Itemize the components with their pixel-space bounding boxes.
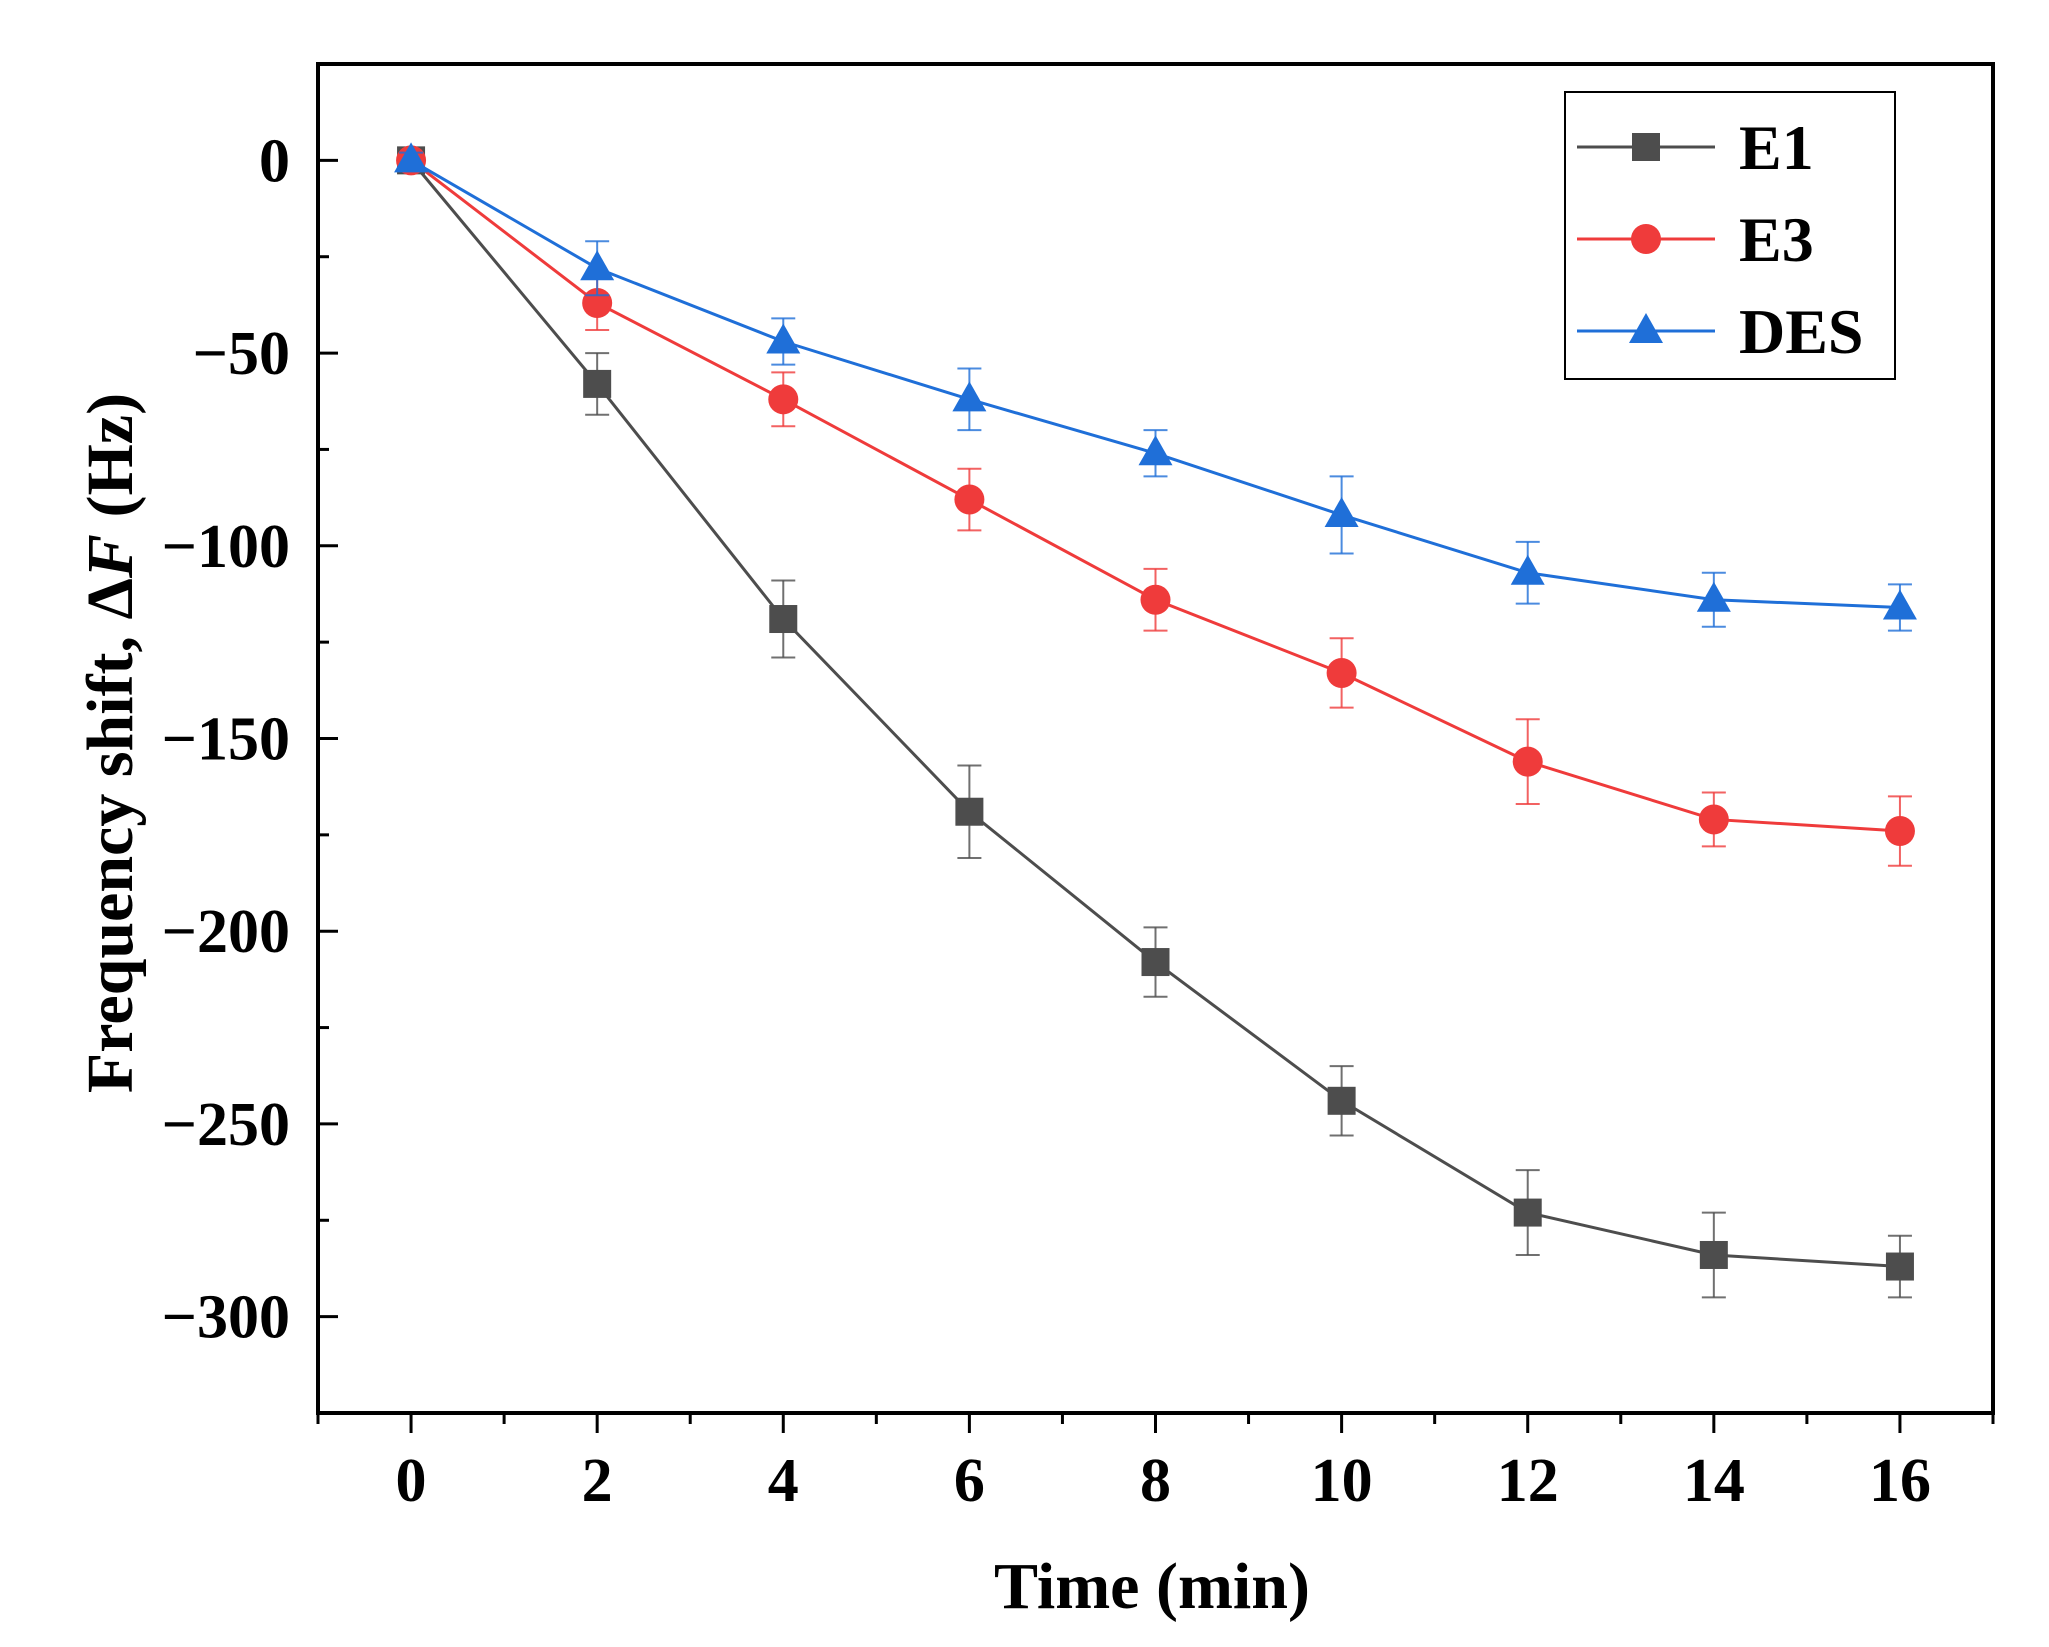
data-point-e1 bbox=[1885, 1252, 1914, 1281]
y-tick-label: −300 bbox=[162, 1284, 290, 1352]
y-tick-label: −200 bbox=[162, 898, 290, 966]
y-axis-title-delta: Δ bbox=[74, 578, 147, 619]
data-point-e3 bbox=[1698, 804, 1729, 835]
data-point-e3 bbox=[1512, 746, 1543, 777]
y-tick-label: 0 bbox=[259, 127, 290, 195]
data-point-des bbox=[1510, 554, 1545, 585]
legend-label-des: DES bbox=[1739, 296, 1864, 367]
legend-marker-e3 bbox=[1631, 224, 1661, 254]
x-tick-label: 8 bbox=[1140, 1447, 1171, 1515]
data-point-e3 bbox=[768, 384, 799, 415]
data-point-des bbox=[394, 142, 429, 173]
legend-label-e1: E1 bbox=[1739, 112, 1814, 183]
legend-item-des: DES bbox=[1577, 296, 1864, 367]
series-e1 bbox=[397, 146, 1914, 1299]
legend-label-e3: E3 bbox=[1739, 204, 1814, 275]
data-point-des bbox=[580, 250, 615, 281]
data-point-des bbox=[952, 381, 987, 412]
data-point-des bbox=[1882, 589, 1917, 620]
y-axis-title: Frequency shift, ΔF (Hz) bbox=[74, 393, 147, 1093]
data-point-e1 bbox=[1141, 948, 1170, 977]
data-point-des bbox=[1138, 435, 1173, 466]
y-axis-title-suffix: (Hz) bbox=[74, 393, 147, 534]
data-point-e3 bbox=[1884, 816, 1915, 847]
series-des bbox=[394, 142, 1917, 632]
legend-marker-des bbox=[1629, 313, 1663, 343]
x-tick-label: 16 bbox=[1869, 1447, 1931, 1515]
x-tick-label: 2 bbox=[582, 1447, 613, 1515]
x-tick-label: 4 bbox=[768, 1447, 799, 1515]
y-tick-label: −250 bbox=[162, 1091, 290, 1159]
data-point-e1 bbox=[1513, 1198, 1542, 1227]
y-tick-label: −100 bbox=[162, 513, 290, 581]
data-point-e3 bbox=[954, 484, 985, 515]
x-tick-label: 10 bbox=[1311, 1447, 1373, 1515]
legend-item-e3: E3 bbox=[1577, 204, 1814, 275]
x-axis-title: Time (min) bbox=[994, 1550, 1310, 1623]
data-point-e1 bbox=[1699, 1240, 1728, 1269]
x-tick-label: 0 bbox=[396, 1447, 427, 1515]
legend-item-e1: E1 bbox=[1577, 112, 1814, 183]
x-tick-label: 6 bbox=[954, 1447, 985, 1515]
data-point-e1 bbox=[1327, 1086, 1356, 1115]
y-tick-label: −150 bbox=[162, 706, 290, 774]
data-point-e1 bbox=[769, 605, 798, 634]
x-tick-label: 12 bbox=[1497, 1447, 1559, 1515]
data-point-e1 bbox=[955, 797, 984, 826]
data-point-des bbox=[1324, 496, 1359, 527]
y-axis-title-prefix: Frequency shift, bbox=[74, 619, 147, 1093]
y-tick-label: −50 bbox=[193, 320, 290, 388]
data-point-des bbox=[766, 323, 801, 354]
data-point-des bbox=[1696, 581, 1731, 612]
data-point-e3 bbox=[1140, 584, 1171, 615]
data-point-e3 bbox=[1326, 657, 1357, 688]
x-tick-label: 14 bbox=[1683, 1447, 1745, 1515]
data-point-e1 bbox=[583, 369, 612, 398]
y-axis-title-var: F bbox=[74, 534, 147, 579]
legend-marker-e1 bbox=[1632, 133, 1660, 161]
